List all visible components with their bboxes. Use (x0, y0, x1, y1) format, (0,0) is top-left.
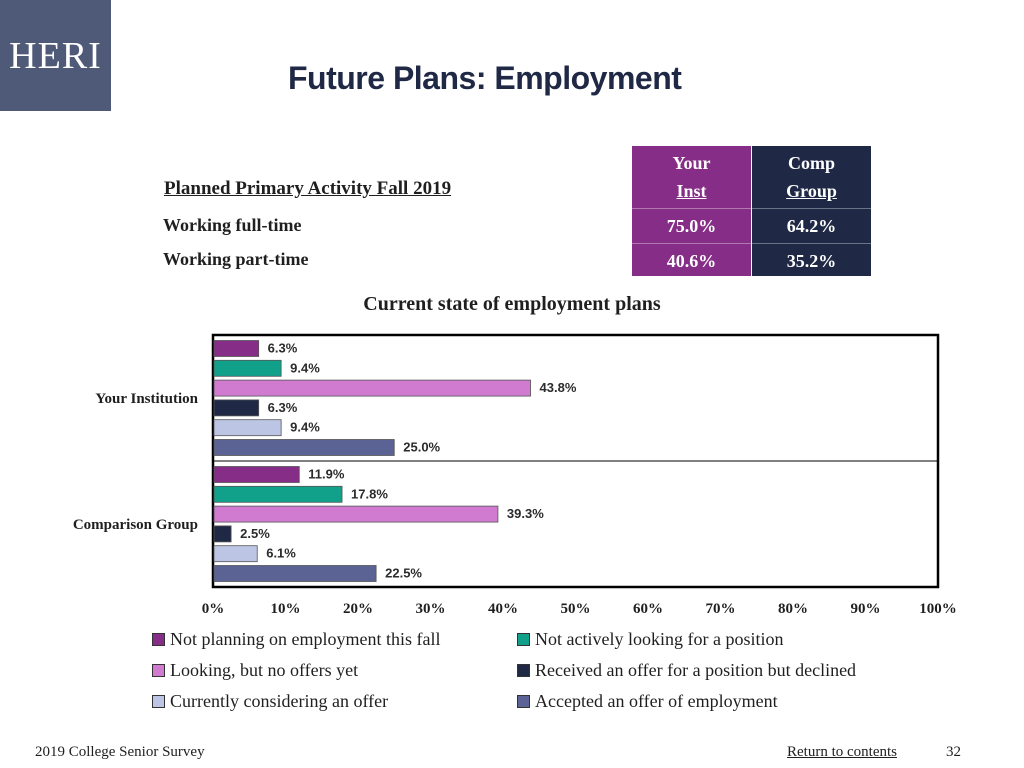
data-label: 9.4% (290, 360, 320, 375)
legend-item: Not actively looking for a position (517, 629, 783, 650)
category-label: Your Institution (95, 391, 198, 407)
header-line-2: Group (786, 181, 837, 201)
bar (213, 466, 300, 483)
employment-plans-chart: Your Institution 6.3% 9.4% 43.8% 6.3% 9.4% 25.… (73, 333, 957, 617)
data-label: 6.3% (268, 341, 298, 356)
bar (213, 565, 377, 582)
data-label: 6.1% (266, 546, 296, 561)
bar (213, 419, 282, 437)
legend-swatch (152, 664, 165, 677)
heri-logo: HERI (0, 0, 111, 111)
x-tick-label: 60% (633, 601, 663, 617)
header-line-1: Your (672, 153, 711, 173)
bar (213, 399, 260, 417)
x-tick-label: 100% (919, 601, 957, 617)
data-label: 17.8% (351, 486, 388, 501)
legend-swatch (152, 633, 165, 646)
return-to-contents-link[interactable]: Return to contents (787, 744, 897, 760)
footer-survey-name: 2019 College Senior Survey (35, 744, 205, 760)
data-label: 25.0% (403, 440, 440, 455)
header-line-1: Comp (787, 153, 835, 173)
legend-item: Accepted an offer of employment (517, 691, 778, 712)
table-caption: Planned Primary Activity Fall 2019 (164, 178, 452, 199)
table-row-label-part-time: Working part-time (163, 249, 309, 269)
legend-swatch (517, 664, 530, 677)
legend-swatch (152, 695, 165, 708)
table-cell-comp-full-time: 64.2% (752, 209, 871, 244)
legend-swatch (517, 633, 530, 646)
data-label: 22.5% (385, 566, 422, 581)
bar (213, 485, 343, 503)
legend-label: Looking, but no offers yet (170, 660, 359, 680)
bar (213, 505, 499, 523)
data-label: 9.4% (290, 420, 320, 435)
x-tick-label: 10% (271, 601, 301, 617)
legend-label: Not planning on employment this fall (170, 629, 441, 649)
bar (213, 340, 260, 357)
legend-item: Currently considering an offer (152, 691, 388, 712)
legend-label: Accepted an offer of employment (535, 691, 778, 711)
data-label: 2.5% (240, 526, 270, 541)
x-tick-label: 20% (343, 601, 373, 617)
bar (213, 379, 531, 397)
legend-label: Received an offer for a position but dec… (535, 660, 857, 680)
table-cell-inst-part-time: 40.6% (666, 251, 717, 271)
table-cell-inst-full-time: 75.0% (632, 209, 751, 244)
chart-title: Current state of employment plans (363, 293, 661, 315)
data-label: 6.3% (268, 400, 298, 415)
table-cell-comp-part-time: 35.2% (786, 251, 837, 271)
x-tick-label: 70% (706, 601, 736, 617)
x-tick-label: 30% (416, 601, 446, 617)
x-tick-label: 50% (561, 601, 591, 617)
legend-label: Currently considering an offer (170, 691, 389, 711)
page-number: 32 (946, 744, 961, 760)
bar (213, 525, 232, 543)
data-label: 11.9% (308, 467, 345, 482)
bar (213, 439, 395, 456)
x-tick-label: 0% (202, 601, 225, 617)
data-label: 43.8% (540, 380, 577, 395)
legend-item: Received an offer for a position but dec… (517, 660, 856, 681)
data-label: 39.3% (507, 506, 544, 521)
table-column-comp-group: Comp Group 64.2% 35.2% (752, 146, 871, 276)
legend-item: Looking, but no offers yet (152, 660, 358, 681)
table-row-label-full-time: Working full-time (163, 215, 302, 235)
x-tick-label: 90% (851, 601, 881, 617)
page-title: Future Plans: Employment (288, 60, 682, 96)
table-header-comp-group: Comp Group (752, 146, 871, 209)
table-header-your-inst: Your Inst (632, 146, 751, 209)
category-label: Comparison Group (73, 517, 198, 533)
legend-item: Not planning on employment this fall (152, 629, 440, 650)
bar (213, 545, 258, 563)
table-column-your-inst: Your Inst 75.0% 40.6% (632, 146, 751, 276)
bar (213, 359, 282, 377)
x-tick-label: 40% (488, 601, 518, 617)
legend-swatch (517, 695, 530, 708)
legend-label: Not actively looking for a position (535, 629, 784, 649)
x-tick-label: 80% (778, 601, 808, 617)
header-line-2: Inst (676, 181, 707, 201)
